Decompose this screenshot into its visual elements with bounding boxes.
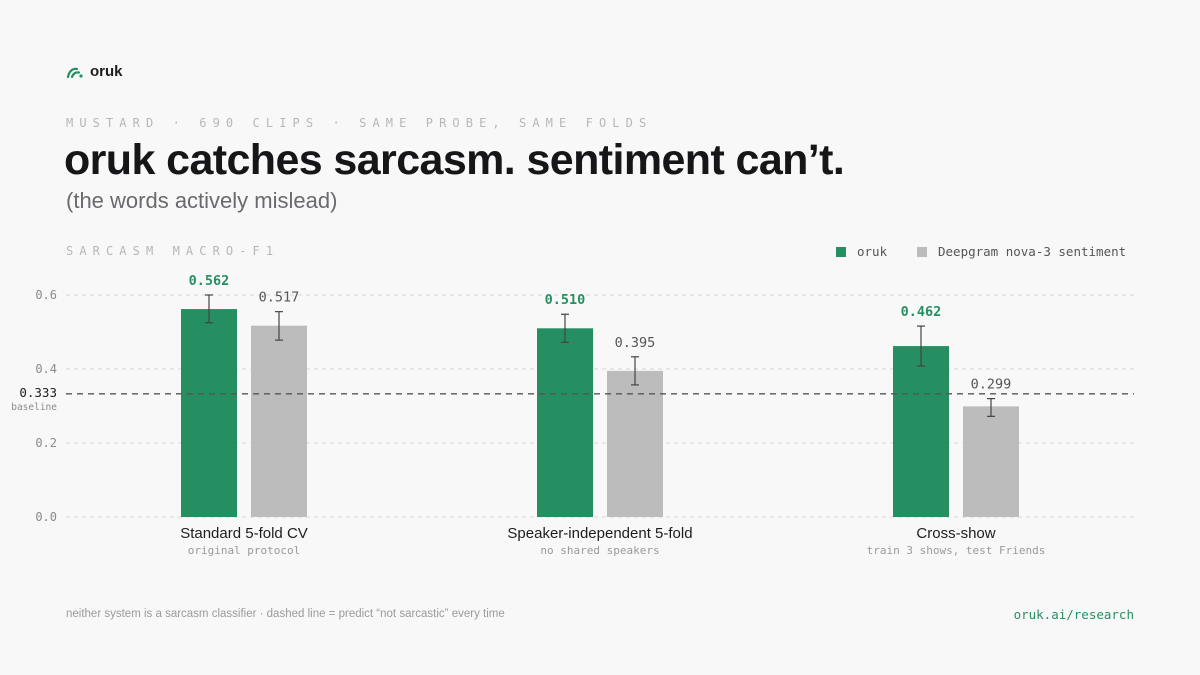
y-tick-label: 0.6 [35, 288, 57, 302]
bar-deepgram [607, 370, 663, 517]
kicker: MUSTARD · 690 CLIPS · SAME PROBE, SAME F… [66, 116, 653, 130]
legend-swatch-deepgram [917, 247, 927, 257]
footnote: neither system is a sarcasm classifier ·… [66, 608, 505, 620]
data-label: 0.299 [971, 377, 1012, 393]
bar-deepgram [251, 325, 307, 517]
page-title: oruk catches sarcasm. sentiment can’t. [64, 136, 845, 184]
bar-oruk [537, 328, 593, 517]
y-tick-label: 0.4 [35, 362, 57, 376]
x-category-note: no shared speakers [540, 544, 659, 557]
bar-oruk [893, 346, 949, 517]
data-label: 0.462 [901, 304, 942, 320]
legend-label: oruk [857, 244, 888, 259]
y-axis-label: SARCASM MACRO-F1 [66, 244, 279, 258]
data-label: 0.562 [189, 273, 230, 289]
oruk-wave-icon [66, 67, 83, 78]
legend-label: Deepgram nova-3 sentiment [938, 244, 1126, 259]
brand-name: oruk [90, 63, 123, 80]
page-subtitle: (the words actively mislead) [66, 188, 338, 213]
y-tick-label: 0.2 [35, 436, 57, 450]
legend-swatch-oruk [836, 247, 846, 257]
baseline-note: baseline [11, 402, 57, 413]
x-category-label: Standard 5-fold CV [180, 525, 308, 542]
brand-logo: oruk [66, 63, 123, 80]
x-category-note: original protocol [188, 544, 301, 557]
y-tick-label: 0.0 [35, 510, 57, 524]
data-label: 0.510 [545, 292, 586, 308]
x-category-label: Cross-show [916, 525, 995, 542]
baseline-value: 0.333 [19, 385, 57, 400]
x-category-note: train 3 shows, test Friends [867, 544, 1046, 557]
data-label: 0.395 [615, 335, 656, 351]
research-link[interactable]: oruk.ai/research [1013, 607, 1134, 622]
data-label: 0.517 [259, 290, 300, 306]
bar-oruk [181, 309, 237, 517]
x-category-label: Speaker-independent 5-fold [507, 525, 692, 542]
bar-deepgram [963, 406, 1019, 517]
